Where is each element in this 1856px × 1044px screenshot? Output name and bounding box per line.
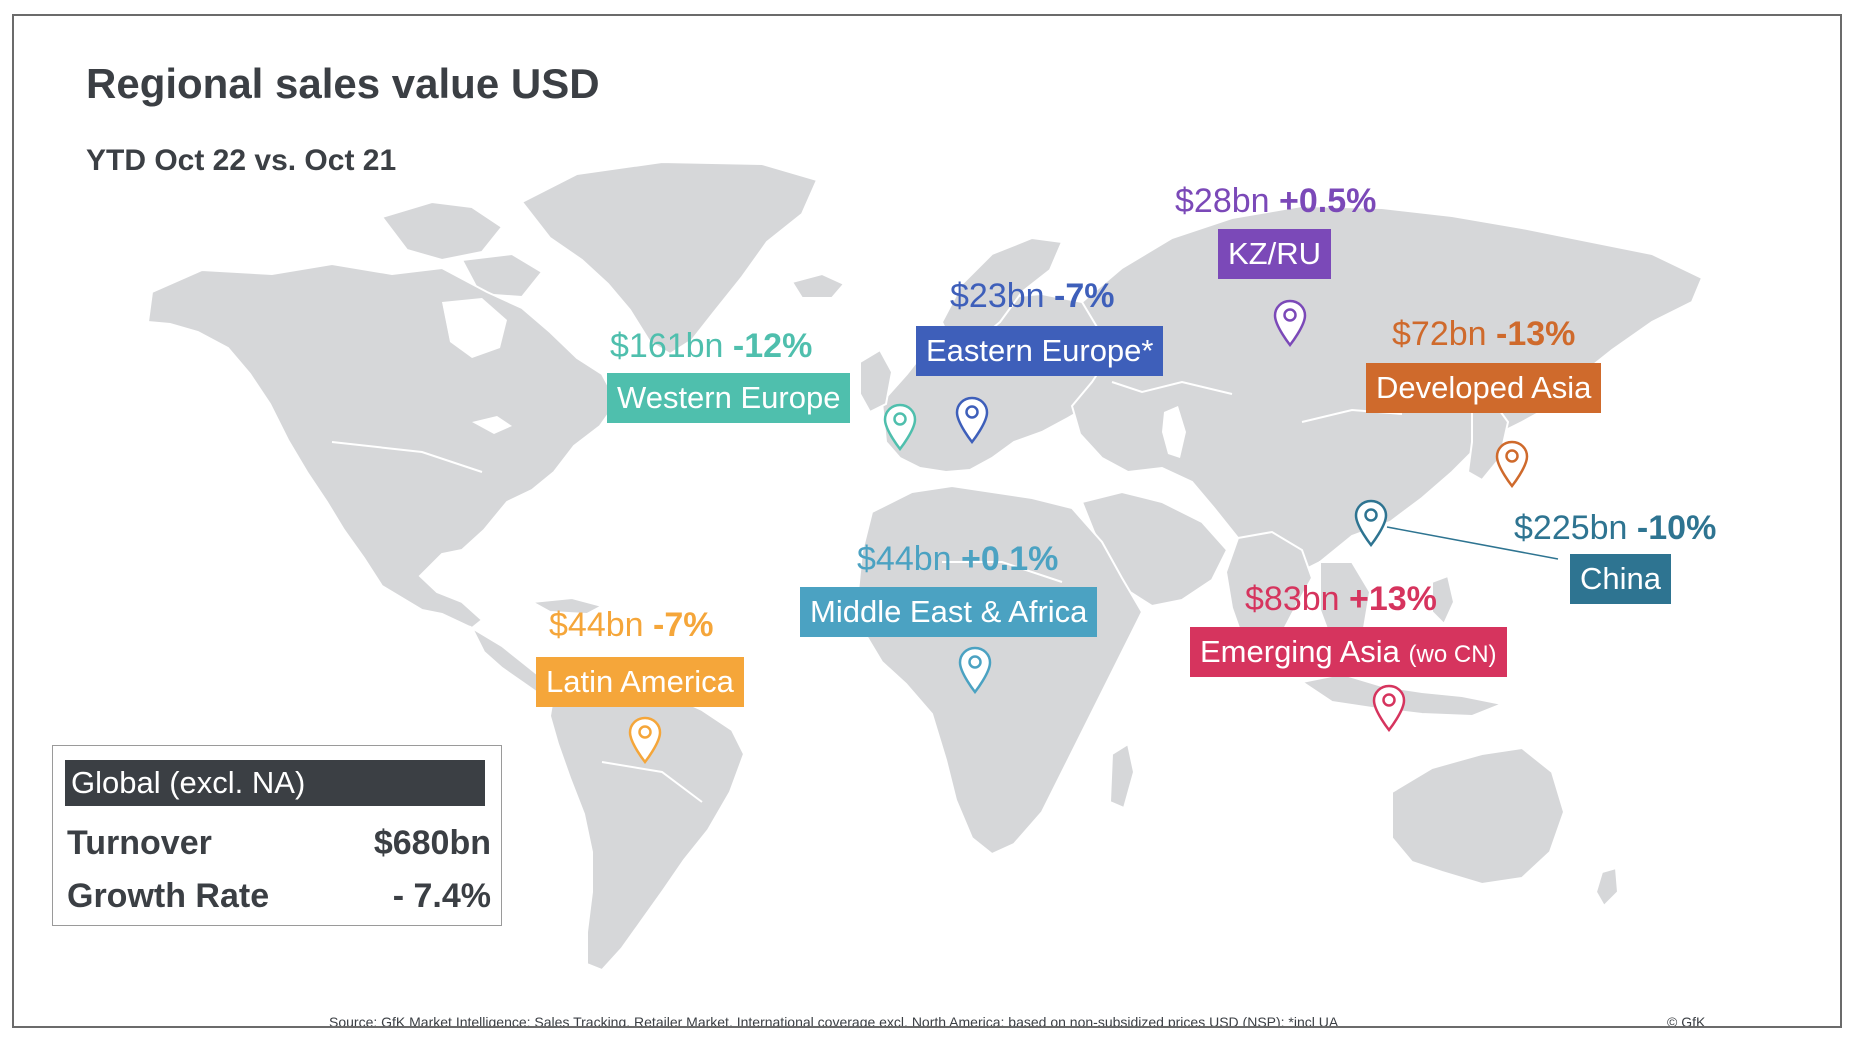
landmass-australia xyxy=(1391,746,1566,886)
page-subtitle: YTD Oct 22 vs. Oct 21 xyxy=(86,144,397,177)
landmass-africa xyxy=(856,484,1144,856)
growth-rate-value: - 7.4% xyxy=(392,877,491,915)
developed-asia-value: $72bn -13% xyxy=(1392,315,1576,353)
landmass-new-zealand xyxy=(1594,866,1620,908)
global-summary-box: Global (excl. NA) Turnover $680bn Growth… xyxy=(52,745,502,926)
eastern-europe-pin-icon xyxy=(955,396,989,444)
middle-east-africa-pin-icon xyxy=(958,646,992,694)
landmass-philippines xyxy=(1431,574,1456,626)
latin-america-pin-icon xyxy=(628,716,662,764)
western-europe-tag: Western Europe xyxy=(607,373,851,423)
hudson-bay xyxy=(442,298,507,358)
emerging-asia-pin-icon xyxy=(1372,684,1406,732)
turnover-label: Turnover xyxy=(67,824,212,862)
middle-east-africa-tag: Middle East & Africa xyxy=(800,587,1098,637)
landmass-north-america xyxy=(146,262,619,630)
global-summary-heading: Global (excl. NA) xyxy=(65,760,485,806)
source-footnote: Source: GfK Market Intelligence: Sales T… xyxy=(329,1014,1339,1028)
western-europe-pin-icon xyxy=(883,403,917,451)
developed-asia-tag: Developed Asia xyxy=(1366,363,1602,413)
middle-east-africa-value: $44bn +0.1% xyxy=(857,540,1059,578)
china-tag: China xyxy=(1570,554,1671,604)
latin-america-tag: Latin America xyxy=(536,657,744,707)
china-pin-icon xyxy=(1354,499,1388,547)
landmass-greenland xyxy=(520,160,819,356)
great-lakes xyxy=(472,416,512,434)
china-value: $225bn -10% xyxy=(1514,509,1717,547)
eastern-europe-tag: Eastern Europe* xyxy=(916,326,1164,376)
eastern-europe-value: $23bn -7% xyxy=(950,277,1115,315)
china-callout-line xyxy=(1386,526,1559,560)
landmass-arctic-islands xyxy=(380,200,504,262)
copyright-note: © GfK xyxy=(1667,1014,1706,1028)
world-map xyxy=(146,160,1704,972)
slide-frame: Regional sales value USD YTD Oct 22 vs. … xyxy=(12,14,1842,1028)
emerging-asia-tag: Emerging Asia (wo CN) xyxy=(1190,627,1507,677)
landmass-madagascar xyxy=(1108,742,1136,810)
emerging-asia-value: $83bn +13% xyxy=(1245,580,1437,618)
kz-ru-pin-icon xyxy=(1273,299,1307,347)
landmass-iceland xyxy=(790,272,846,299)
kz-ru-value: $28bn +0.5% xyxy=(1175,182,1377,220)
latin-america-value: $44bn -7% xyxy=(549,606,714,644)
developed-asia-pin-icon xyxy=(1495,440,1529,488)
growth-rate-label: Growth Rate xyxy=(67,877,270,915)
landmass-uk xyxy=(859,348,894,414)
border-lines xyxy=(331,380,1403,803)
kz-ru-tag: KZ/RU xyxy=(1218,229,1331,279)
western-europe-value: $161bn -12% xyxy=(610,327,813,365)
caspian-sea xyxy=(1162,406,1186,458)
turnover-value: $680bn xyxy=(373,824,491,862)
page-title: Regional sales value USD xyxy=(86,60,600,107)
landmass-caribbean xyxy=(528,596,605,616)
